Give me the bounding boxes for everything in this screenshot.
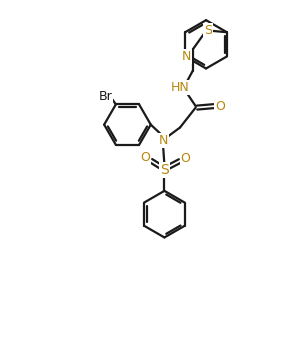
Text: HN: HN <box>171 81 189 94</box>
Text: N: N <box>158 134 168 147</box>
Text: N: N <box>182 50 191 63</box>
Text: S: S <box>160 163 169 177</box>
Text: S: S <box>204 24 212 37</box>
Text: Br: Br <box>98 90 112 103</box>
Text: O: O <box>181 152 190 165</box>
Text: O: O <box>216 100 225 113</box>
Text: O: O <box>140 151 150 164</box>
